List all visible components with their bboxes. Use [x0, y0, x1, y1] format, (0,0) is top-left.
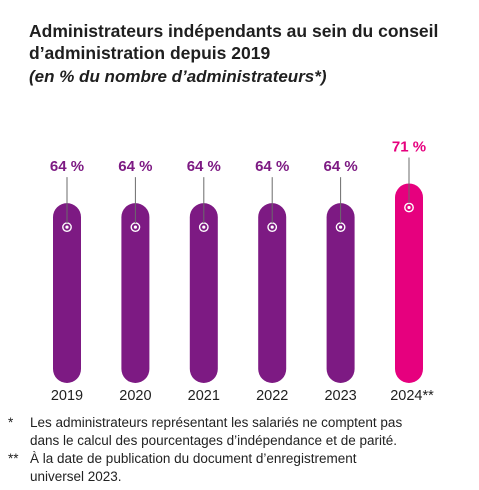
value-label-2019: 64 % [50, 158, 84, 175]
category-label-2019: 2019 [51, 388, 83, 404]
footnote-1-line-2: dans le calcul des pourcentages d’indépe… [30, 433, 398, 448]
bar-2020 [121, 203, 150, 383]
bar-marker-dot-2019 [65, 225, 69, 229]
footnote-2-mark: ** [8, 451, 19, 466]
category-label-2022: 2022 [256, 388, 288, 404]
bar-2023 [326, 203, 355, 383]
chart-title: Administrateurs indépendants au sein du … [29, 20, 469, 64]
value-label-2020: 64 % [118, 158, 152, 175]
footnote-2-text: À la date de publication du document d’e… [30, 450, 473, 486]
category-label-2023: 2023 [324, 388, 356, 404]
bar-2021 [189, 203, 218, 383]
footnote-2: ** À la date de publication du document … [8, 450, 473, 486]
footnote-1-line-1: Les administrateurs représentant les sal… [30, 415, 403, 430]
footnote-1-text: Les administrateurs représentant les sal… [30, 414, 473, 450]
value-label-2022: 64 % [255, 158, 289, 175]
value-label-2024: 71 % [392, 138, 426, 155]
category-label-2020: 2020 [119, 388, 151, 404]
footnote-1: * Les administrateurs représentant les s… [8, 414, 473, 450]
value-label-2023: 64 % [323, 158, 357, 175]
bar-marker-dot-2023 [339, 225, 343, 229]
footnote-2-line-1: À la date de publication du document d’e… [30, 451, 357, 466]
bar-2019 [53, 203, 81, 383]
chart-title-line-1: Administrateurs indépendants au sein du … [29, 21, 439, 41]
bar-2024 [395, 183, 423, 383]
bar-2022 [258, 203, 287, 383]
footnotes: * Les administrateurs représentant les s… [8, 414, 473, 486]
bar-marker-dot-2021 [202, 225, 206, 229]
bar-marker-dot-2020 [133, 225, 137, 229]
value-label-2021: 64 % [187, 158, 221, 175]
bar-marker-dot-2024 [407, 205, 411, 210]
bar-marker-2024 [404, 202, 414, 213]
footnote-2-line-2: universel 2023. [30, 469, 122, 484]
bar-marker-dot-2022 [270, 225, 274, 229]
chart-subtitle: (en % du nombre d’administrateurs*) [29, 67, 327, 86]
category-label-2021: 2021 [188, 388, 220, 404]
chart-title-line-2: d’administration depuis 2019 [29, 43, 271, 63]
category-label-2024: 2024** [390, 388, 434, 404]
footnote-1-mark: * [8, 415, 14, 430]
bar-chart: 64 % 2019 64 % 2020 64 % 2021 64 % 2022 64 % 2023… [50, 138, 434, 404]
